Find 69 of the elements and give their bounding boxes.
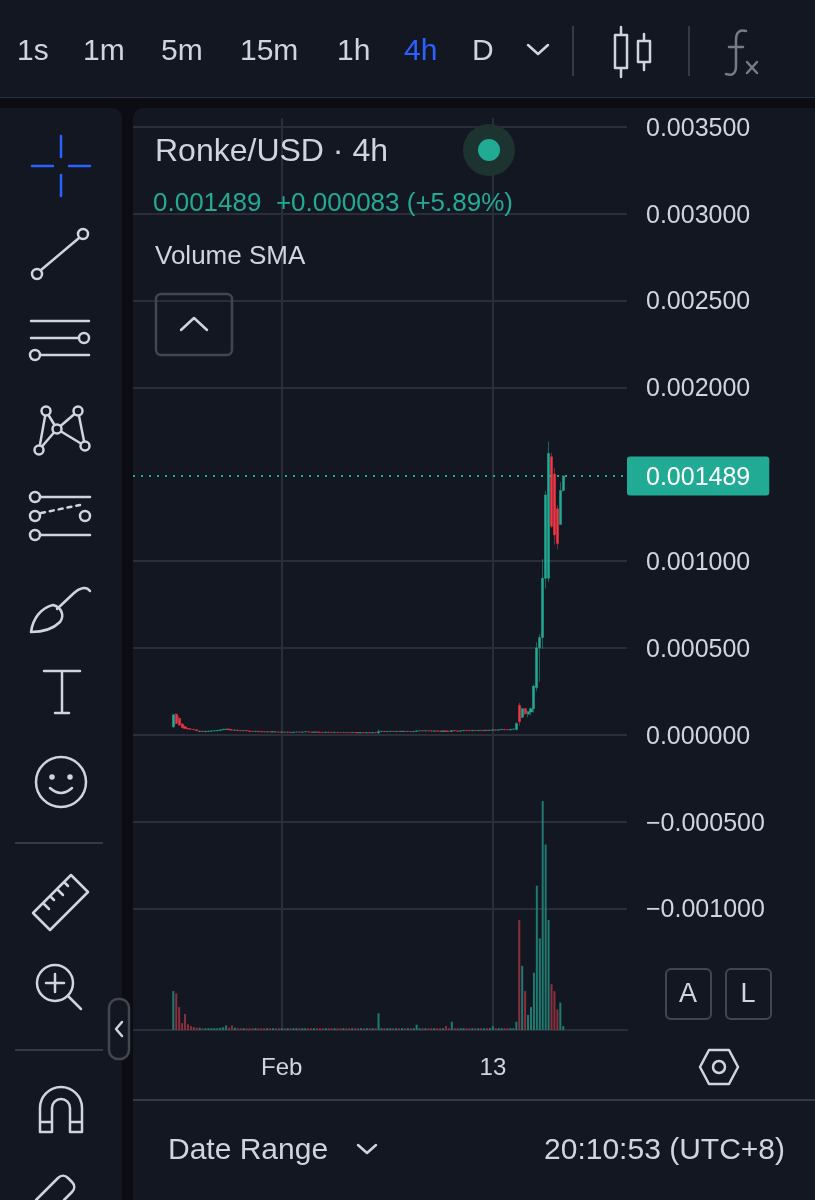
text: Date Range <box>168 1131 329 1167</box>
candlestick <box>178 715 181 726</box>
bar <box>559 1002 562 1030</box>
bar <box>189 1026 192 1030</box>
candlestick <box>527 710 530 718</box>
candlestick <box>227 728 231 731</box>
x-tick-label: Feb <box>261 1052 303 1080</box>
candlestick <box>204 730 207 733</box>
text: L <box>724 968 772 1020</box>
candlestick <box>412 730 415 733</box>
candlestick <box>509 728 512 731</box>
text: 20:10:53 (UTC+8) <box>544 1131 785 1167</box>
candlestick <box>477 729 480 732</box>
text: 1s <box>17 32 49 68</box>
candlestick <box>518 702 521 726</box>
candlestick <box>483 729 486 732</box>
candlestick <box>333 731 336 734</box>
candlestick <box>450 729 453 732</box>
y-tick-label: 0.002500 <box>646 286 751 315</box>
bar <box>550 984 553 1030</box>
candlestick <box>186 727 190 730</box>
candlestick <box>462 729 465 732</box>
text: A <box>664 968 712 1020</box>
candlestick <box>183 725 187 730</box>
candlestick <box>172 713 175 728</box>
text: D <box>472 32 494 68</box>
candlestick <box>175 712 178 725</box>
candlestick <box>521 707 524 719</box>
candlestick <box>222 728 225 731</box>
x-tick-label: 13 <box>479 1052 507 1080</box>
bar <box>415 1024 418 1030</box>
candlestick <box>236 729 239 732</box>
y-tick-label: 0.003000 <box>646 199 751 228</box>
bar <box>535 885 538 1030</box>
chart-title: Ronke/USD · 4h <box>155 131 388 169</box>
text: 15m <box>240 32 299 68</box>
annotation: Volume SMA <box>155 240 306 271</box>
bar <box>377 1013 380 1030</box>
candlestick <box>219 729 222 732</box>
candlestick <box>524 707 527 715</box>
candlestick <box>500 728 503 731</box>
candlestick <box>198 730 201 733</box>
y-tick-label: 0.002000 <box>646 373 751 402</box>
y-tick-label: 0.000000 <box>646 720 751 749</box>
y-tick-label: 0.001000 <box>646 546 751 575</box>
candlestick <box>380 730 383 733</box>
ref-line-label: 0.001489 <box>646 462 751 491</box>
y-tick-label: −0.000500 <box>646 807 765 836</box>
bar <box>524 991 527 1030</box>
text: 1m <box>83 32 125 68</box>
y-tick-label: −0.001000 <box>646 894 765 923</box>
bar <box>515 1021 518 1030</box>
candlestick <box>377 729 380 735</box>
bar <box>521 965 524 1030</box>
y-tick-label: 0.000500 <box>646 633 751 662</box>
text: 0.001489 +0.000083 (+5.89%) <box>153 187 513 218</box>
candlestick <box>225 728 228 731</box>
candlestick <box>515 721 518 731</box>
text: 4h <box>404 32 438 68</box>
text: 1h <box>337 32 371 68</box>
candlestick <box>216 729 219 732</box>
bar <box>518 920 521 1030</box>
y-tick-label: 0.003500 <box>646 112 751 141</box>
bar <box>541 801 544 1030</box>
candlestick <box>471 729 474 732</box>
bar <box>450 1021 453 1030</box>
text: 5m <box>161 32 203 68</box>
bar <box>184 1013 187 1030</box>
candlestick <box>386 730 389 733</box>
